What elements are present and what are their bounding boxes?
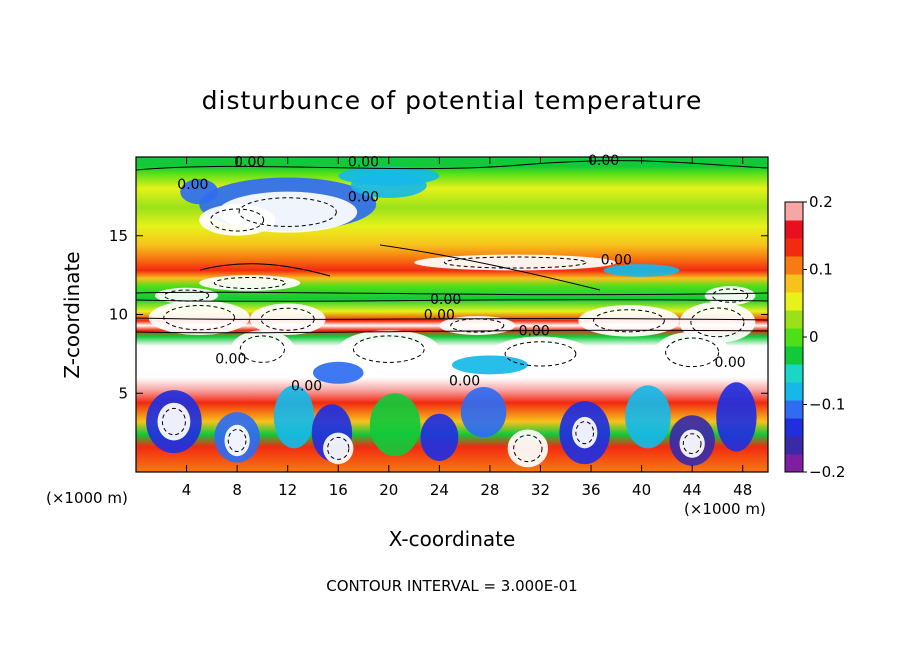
contour-label: 0.00 bbox=[348, 155, 379, 171]
colorbar-tick-label: −0.2 bbox=[809, 463, 845, 481]
contour-line-negative bbox=[450, 318, 505, 333]
field-patch bbox=[420, 413, 459, 461]
contour-line-negative bbox=[213, 276, 286, 290]
colorbar-swatch bbox=[785, 400, 803, 419]
chart-title: disturbunce of potential temperature bbox=[201, 86, 703, 115]
contour-label: 0.00 bbox=[588, 153, 619, 169]
contour-label: 0.00 bbox=[519, 323, 550, 339]
x-axis-label: X-coordinate bbox=[388, 527, 516, 551]
field-patch bbox=[603, 264, 680, 277]
colorbar-swatch bbox=[785, 364, 803, 383]
colorbar-swatch bbox=[785, 292, 803, 311]
contour-line-negative bbox=[443, 256, 587, 269]
contour-line-negative bbox=[352, 335, 425, 363]
colorbar-swatch bbox=[785, 382, 803, 401]
contour-label: 0.00 bbox=[291, 378, 322, 394]
contour-line-negative bbox=[504, 341, 577, 367]
field-patch bbox=[180, 179, 219, 205]
colorbar-swatch bbox=[785, 454, 803, 473]
contour-line-negative bbox=[513, 434, 543, 463]
y-tick-label: 15 bbox=[109, 227, 128, 245]
colorbar-swatch bbox=[785, 238, 803, 257]
contour-line-negative bbox=[682, 433, 702, 455]
colorbar-swatch bbox=[785, 310, 803, 329]
field-patch bbox=[716, 382, 757, 452]
field-patch bbox=[273, 385, 315, 449]
colorbar-swatch bbox=[785, 220, 803, 239]
contour-line-negative bbox=[163, 289, 210, 302]
x-unit-label-left: (×1000 m) bbox=[46, 489, 128, 507]
x-tick-label: 48 bbox=[733, 481, 752, 499]
contour-line-negative bbox=[327, 436, 350, 460]
contour-label: 0.00 bbox=[601, 252, 632, 268]
contour-line-negative bbox=[593, 309, 665, 333]
contour-line-negative bbox=[575, 421, 595, 445]
x-axis: 4 8 12 16 20 24 28 32 36 40 44 48 bbox=[182, 157, 752, 499]
contour-line bbox=[136, 291, 768, 296]
contour-line-negative bbox=[227, 428, 247, 453]
contour-line bbox=[199, 263, 331, 277]
contour-line bbox=[379, 244, 601, 291]
y-tick-label: 5 bbox=[118, 384, 128, 402]
contour-label: 0.00 bbox=[215, 352, 246, 368]
plot-area bbox=[135, 156, 769, 473]
field-patch bbox=[452, 355, 528, 375]
contour-label: 0.00 bbox=[424, 308, 455, 324]
x-tick-label: 28 bbox=[480, 481, 499, 499]
x-tick-label: 32 bbox=[531, 481, 550, 499]
contour-line-negative bbox=[161, 407, 186, 436]
colorbar-tick-label: −0.1 bbox=[809, 396, 845, 414]
contour-label: 0.00 bbox=[348, 189, 379, 205]
x-unit-label-right: (×1000 m) bbox=[684, 500, 766, 518]
contour-line-negative bbox=[163, 305, 236, 331]
contour-line bbox=[136, 160, 768, 171]
x-tick-label: 36 bbox=[581, 481, 600, 499]
contour-line-negative bbox=[260, 307, 315, 331]
field-patch bbox=[460, 386, 507, 438]
field-patch bbox=[312, 361, 364, 384]
x-tick-label: 44 bbox=[683, 481, 702, 499]
x-tick-label: 20 bbox=[379, 481, 398, 499]
contour-label: 0.00 bbox=[177, 177, 208, 193]
contour-line-negative bbox=[238, 197, 337, 227]
contour-label: 0.00 bbox=[714, 355, 745, 371]
colorbar-swatch bbox=[785, 418, 803, 437]
field-patch bbox=[338, 166, 440, 186]
field-patch bbox=[369, 393, 421, 457]
contour-line bbox=[136, 317, 768, 321]
x-tick-label: 24 bbox=[430, 481, 449, 499]
colorbar-tick-label: 0.1 bbox=[809, 261, 833, 279]
colorbar-tick-label: 0.2 bbox=[809, 193, 833, 211]
x-tick-label: 16 bbox=[329, 481, 348, 499]
colorbar-swatch bbox=[785, 328, 803, 347]
contour-line-negative bbox=[711, 288, 749, 303]
contour-line-negative bbox=[690, 307, 745, 338]
x-tick-label: 40 bbox=[632, 481, 651, 499]
contour-interval-note: CONTOUR INTERVAL = 3.000E-01 bbox=[326, 577, 578, 595]
colorbar-swatch bbox=[785, 346, 803, 365]
x-tick-label: 8 bbox=[232, 481, 242, 499]
contour-label: 0.00 bbox=[234, 155, 265, 171]
contour-label: 0.00 bbox=[449, 374, 480, 390]
contour-labels: 0.00 0.00 0.000.000.000.000.000.000.000.00… bbox=[177, 153, 745, 394]
colorbar: 0.2 0.1 0 −0.1 −0.2 bbox=[784, 193, 845, 481]
contour-line-negative bbox=[239, 335, 286, 363]
contour-line-negative bbox=[665, 337, 720, 368]
contour-line bbox=[136, 329, 768, 334]
colorbar-swatch bbox=[785, 436, 803, 455]
colorbar-swatch bbox=[785, 274, 803, 293]
y-axis: 5 10 15 bbox=[109, 227, 768, 402]
x-tick-label: 12 bbox=[278, 481, 297, 499]
colorbar-swatch bbox=[785, 256, 803, 275]
contour-label: 0.00 bbox=[430, 292, 461, 308]
colorbar-tick-label: 0 bbox=[809, 328, 819, 346]
colorbar-swatch bbox=[785, 202, 803, 221]
contour-line-negative bbox=[210, 208, 265, 232]
x-tick-label: 4 bbox=[182, 481, 192, 499]
contour-line bbox=[136, 299, 768, 302]
field-patch bbox=[625, 385, 671, 449]
y-tick-label: 10 bbox=[109, 306, 128, 324]
